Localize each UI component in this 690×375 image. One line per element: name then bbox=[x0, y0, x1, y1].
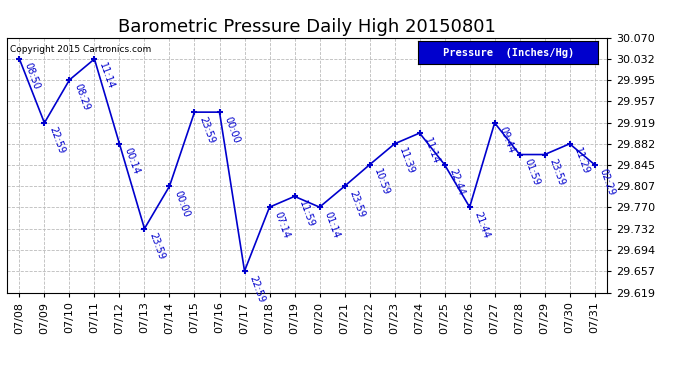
Text: 23:59: 23:59 bbox=[147, 231, 166, 261]
Text: 23:59: 23:59 bbox=[347, 189, 366, 219]
Text: 07:14: 07:14 bbox=[273, 210, 291, 240]
Text: 00:00: 00:00 bbox=[222, 115, 242, 144]
Text: 11:59: 11:59 bbox=[297, 199, 316, 229]
Text: 08:29: 08:29 bbox=[72, 82, 91, 112]
Text: 10:59: 10:59 bbox=[373, 168, 391, 197]
Text: 22:59: 22:59 bbox=[247, 274, 266, 304]
Text: Copyright 2015 Cartronics.com: Copyright 2015 Cartronics.com bbox=[10, 45, 151, 54]
Text: 11:14: 11:14 bbox=[422, 136, 442, 165]
Text: 01:59: 01:59 bbox=[522, 158, 542, 187]
Text: 01:14: 01:14 bbox=[322, 210, 342, 239]
Text: 09:44: 09:44 bbox=[497, 126, 516, 155]
Text: 21:44: 21:44 bbox=[473, 210, 491, 240]
Text: 22:59: 22:59 bbox=[47, 126, 66, 156]
Text: 11:14: 11:14 bbox=[97, 62, 116, 91]
Text: 02:29: 02:29 bbox=[598, 168, 616, 197]
Text: 11:39: 11:39 bbox=[397, 147, 416, 176]
Title: Barometric Pressure Daily High 20150801: Barometric Pressure Daily High 20150801 bbox=[118, 18, 496, 36]
Text: 11:29: 11:29 bbox=[573, 147, 591, 176]
Text: 22:44: 22:44 bbox=[447, 168, 466, 197]
Text: 00:00: 00:00 bbox=[172, 189, 191, 219]
Text: 23:59: 23:59 bbox=[547, 158, 566, 187]
Text: 00:14: 00:14 bbox=[122, 147, 141, 176]
Text: 08:50: 08:50 bbox=[22, 62, 41, 92]
Text: 23:59: 23:59 bbox=[197, 115, 216, 145]
